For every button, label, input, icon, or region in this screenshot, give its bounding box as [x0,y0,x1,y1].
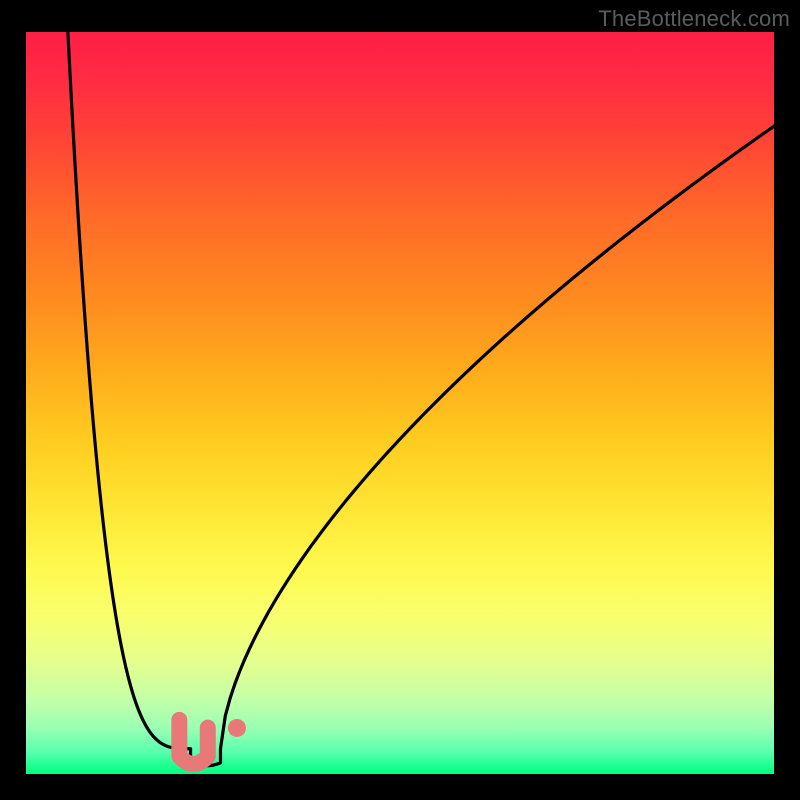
chart-stage: TheBottleneck.com [0,0,800,800]
marker-dot [228,719,246,737]
watermark-text: TheBottleneck.com [598,6,790,32]
gradient-background [26,32,774,774]
chart-svg [0,0,800,800]
